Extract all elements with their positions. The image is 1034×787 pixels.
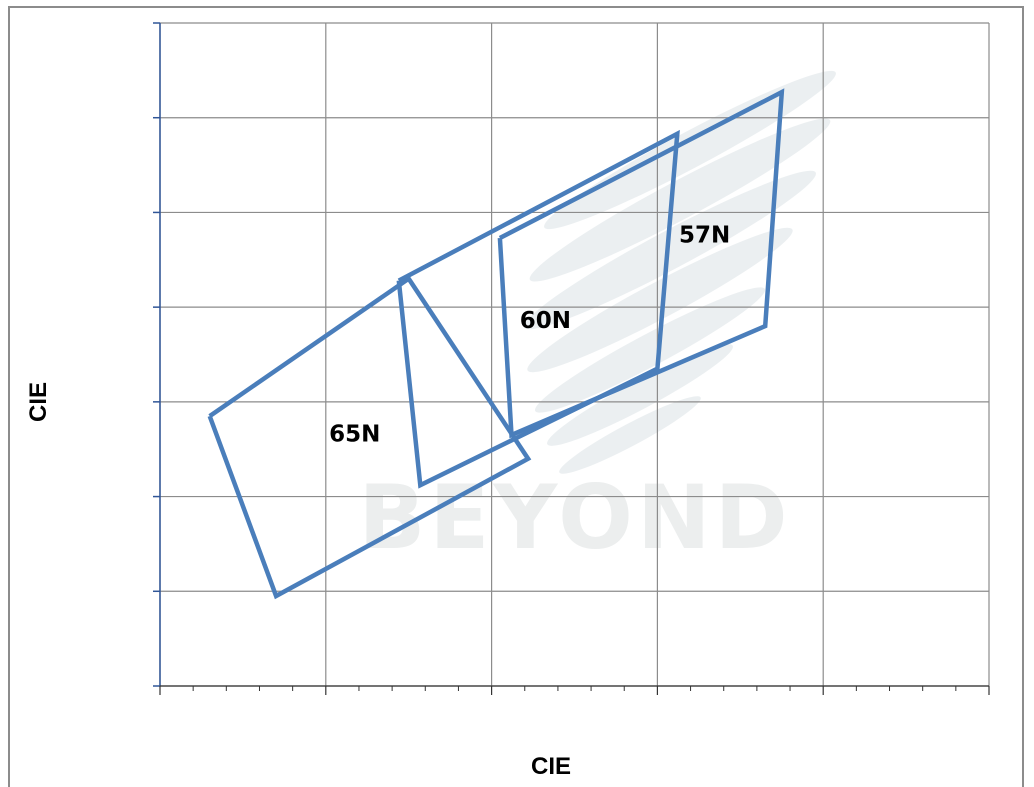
series-layer bbox=[207, 88, 785, 600]
watermark: BEYOND bbox=[358, 70, 836, 569]
watermark-text: BEYOND bbox=[358, 466, 791, 569]
watermark-swoosh bbox=[559, 396, 701, 474]
series-line-60n bbox=[396, 129, 680, 489]
watermark-swoosh bbox=[529, 118, 831, 282]
watermark-swoosh bbox=[547, 344, 733, 446]
y-axis-title: CIE bbox=[25, 382, 52, 422]
watermark-swoosh bbox=[527, 227, 793, 373]
watermark-swoosh bbox=[544, 70, 836, 230]
x-axis-title: CIE bbox=[531, 753, 571, 780]
series-line-57n bbox=[497, 88, 785, 439]
axes bbox=[153, 22, 990, 695]
labels-layer: 65N 60N 57N bbox=[329, 223, 730, 448]
series-line-65n bbox=[207, 275, 532, 600]
watermark-swoosh bbox=[534, 287, 766, 413]
region-label-65n: 65N bbox=[329, 422, 380, 448]
region-label-60n: 60N bbox=[520, 308, 571, 334]
chart-frame bbox=[8, 6, 1024, 787]
region-label-57n: 57N bbox=[679, 223, 730, 249]
watermark-swoosh bbox=[524, 170, 816, 330]
